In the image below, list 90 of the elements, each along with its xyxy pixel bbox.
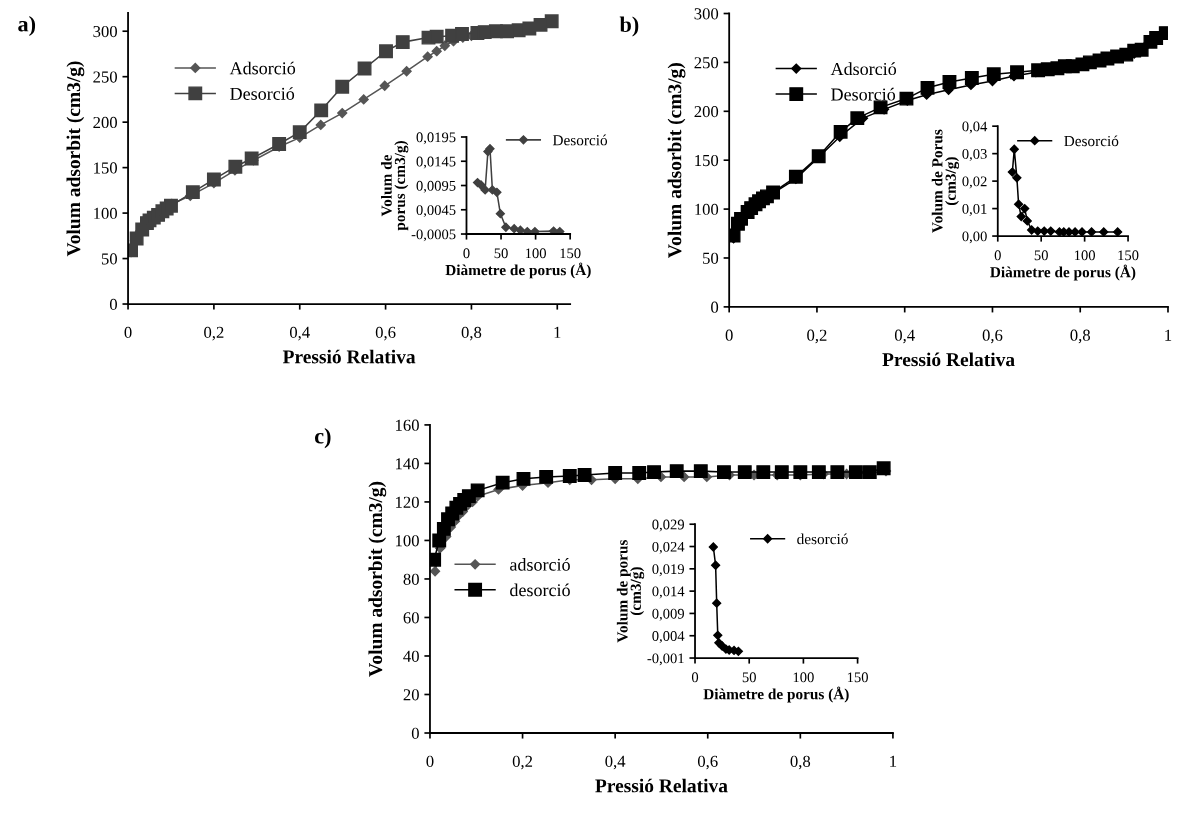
legend-label: Adsorció xyxy=(830,62,897,76)
y-tick-label: 0,02 xyxy=(962,176,987,189)
y-axis-title: Volum de porus (cm3/g) xyxy=(616,539,645,643)
y-tick-label: 0,01 xyxy=(962,203,987,216)
y-tick-label: 250 xyxy=(694,57,719,69)
y-axis-title: Volum de Porus (cm3/g) xyxy=(931,129,960,233)
x-tick-label: 0,6 xyxy=(697,755,718,770)
x-tick-label: 150 xyxy=(560,248,581,259)
y-tick-label: 0,029 xyxy=(652,519,685,532)
x-tick-label: 100 xyxy=(1074,250,1096,261)
chart-title: c) xyxy=(314,427,331,449)
x-tick-label: 50 xyxy=(1034,250,1048,261)
x-axis-title: Pressió Relativa xyxy=(882,352,1015,367)
y-tick-label: 0,024 xyxy=(652,541,685,554)
y-tick-label: 100 xyxy=(396,535,419,547)
y-tick-label: 20 xyxy=(403,689,419,701)
y-tick-label: 0,019 xyxy=(652,564,685,577)
y-tick-label: 60 xyxy=(403,612,419,624)
x-axis-title: Diàmetre de porus (Å) xyxy=(445,262,591,279)
legend-label: Desorció xyxy=(552,134,608,146)
legend-label: desorció xyxy=(797,533,848,545)
y-tick-label: 250 xyxy=(93,71,117,83)
x-tick-label: 0,4 xyxy=(289,326,310,341)
y-tick-label: 120 xyxy=(396,496,419,508)
y-tick-label: 0,014 xyxy=(652,586,685,599)
x-axis-title: Pressió Relativa xyxy=(595,778,728,793)
y-tick-label: 0,0095 xyxy=(416,180,456,193)
y-tick-label: 100 xyxy=(94,207,117,220)
x-tick-label: 0 xyxy=(994,250,1001,261)
y-tick-label: 0,04 xyxy=(962,121,988,134)
y-tick-label: 0,009 xyxy=(652,608,685,621)
y-axis-title: Volum de porus (cm3/g) xyxy=(381,140,409,231)
y-tick-label: 0,0145 xyxy=(416,156,456,169)
x-tick-label: 150 xyxy=(1118,250,1139,261)
y-tick-label: 200 xyxy=(93,116,117,129)
x-tick-label: 0,2 xyxy=(204,326,224,341)
y-tick-label: 0,00 xyxy=(962,231,987,244)
x-tick-label: 1 xyxy=(1165,329,1172,341)
y-tick-label: 100 xyxy=(695,203,719,216)
x-tick-label: 0,2 xyxy=(807,329,827,344)
x-tick-label: 0,4 xyxy=(605,755,626,770)
x-tick-label: 0,8 xyxy=(1070,329,1091,344)
y-tick-label: -0,0005 xyxy=(411,229,456,242)
y-axis-title: Volum adsorbit (cm3/g) xyxy=(66,61,85,257)
y-axis-title: Volum adsorbit (cm3/g) xyxy=(667,63,686,258)
x-tick-label: 1 xyxy=(554,326,561,338)
x-tick-label: 150 xyxy=(847,672,868,683)
x-tick-label: 0,6 xyxy=(982,329,1003,344)
y-axis-title: Volum adsorbit (cm3/g) xyxy=(368,481,387,677)
x-tick-label: 50 xyxy=(742,672,756,683)
x-tick-label: 50 xyxy=(494,248,508,259)
y-tick-label: 300 xyxy=(694,8,719,20)
legend-label: Desorció xyxy=(1064,135,1119,147)
y-tick-label: 300 xyxy=(93,25,117,38)
y-tick-label: 200 xyxy=(694,106,719,118)
y-tick-label: 160 xyxy=(396,419,419,431)
y-tick-label: 0,03 xyxy=(962,149,987,161)
y-tick-label: 150 xyxy=(94,162,117,174)
y-tick-label: 0,0195 xyxy=(416,132,456,145)
y-tick-label: 140 xyxy=(396,458,419,470)
x-tick-label: 100 xyxy=(525,248,546,259)
x-tick-label: 0,4 xyxy=(894,329,915,344)
y-tick-label: 80 xyxy=(403,573,419,585)
x-tick-label: 0 xyxy=(725,329,733,341)
legend-label: Desorció xyxy=(230,87,295,100)
legend-label: desorció xyxy=(510,583,570,597)
x-tick-label: 0,8 xyxy=(461,326,482,341)
x-axis-title: Diàmetre de porus (Å) xyxy=(990,264,1136,281)
chart-title: b) xyxy=(619,16,639,37)
y-tick-label: 150 xyxy=(695,154,719,167)
x-tick-label: 0,6 xyxy=(375,326,396,341)
x-tick-label: 0,2 xyxy=(512,755,533,770)
x-axis-title: Diàmetre de porus (Å) xyxy=(703,686,849,703)
y-tick-label: 0 xyxy=(109,298,117,310)
x-tick-label: 0 xyxy=(124,326,132,338)
x-tick-label: 0,8 xyxy=(790,755,811,770)
legend-label: Adsorció xyxy=(229,61,296,75)
chart-title: a) xyxy=(18,15,36,37)
x-axis-title: Pressió Relativa xyxy=(282,349,416,364)
y-tick-label: 0 xyxy=(411,727,419,739)
x-tick-label: 0 xyxy=(463,248,470,259)
y-tick-label: 40 xyxy=(403,650,419,662)
legend-label: adsorció xyxy=(510,558,570,571)
y-tick-label: 0 xyxy=(711,301,719,313)
y-tick-label: 0,004 xyxy=(652,631,685,644)
y-tick-label: -0,001 xyxy=(647,653,684,666)
x-tick-label: 1 xyxy=(890,755,897,767)
legend-label: Desorció xyxy=(831,87,896,101)
x-tick-label: 100 xyxy=(793,672,814,683)
y-tick-label: 0,0045 xyxy=(416,205,456,218)
